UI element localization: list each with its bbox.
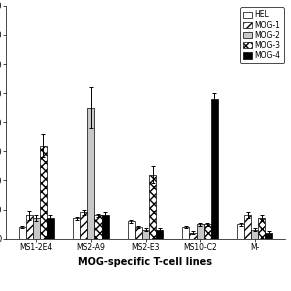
Bar [258, 218, 265, 239]
Bar [102, 215, 109, 239]
Bar [156, 230, 163, 239]
Bar [265, 233, 272, 239]
Bar [142, 230, 149, 239]
Bar [196, 224, 204, 239]
Bar [135, 227, 142, 239]
Bar [182, 227, 189, 239]
Bar [26, 215, 33, 239]
Bar [80, 212, 87, 239]
Bar [237, 224, 244, 239]
Bar [244, 215, 251, 239]
Bar [251, 230, 258, 239]
Bar [211, 99, 218, 239]
Legend: HEL, MOG-1, MOG-2, MOG-3, MOG-4: HEL, MOG-1, MOG-2, MOG-3, MOG-4 [240, 7, 284, 63]
Bar [33, 218, 40, 239]
Bar [47, 218, 54, 239]
Bar [204, 224, 211, 239]
Bar [128, 221, 135, 239]
Bar [40, 146, 47, 239]
Bar [19, 227, 26, 239]
Bar [95, 215, 102, 239]
Bar [189, 233, 196, 239]
X-axis label: MOG-specific T-cell lines: MOG-specific T-cell lines [79, 257, 212, 267]
Bar [149, 175, 156, 239]
Bar [87, 108, 95, 239]
Bar [73, 218, 80, 239]
